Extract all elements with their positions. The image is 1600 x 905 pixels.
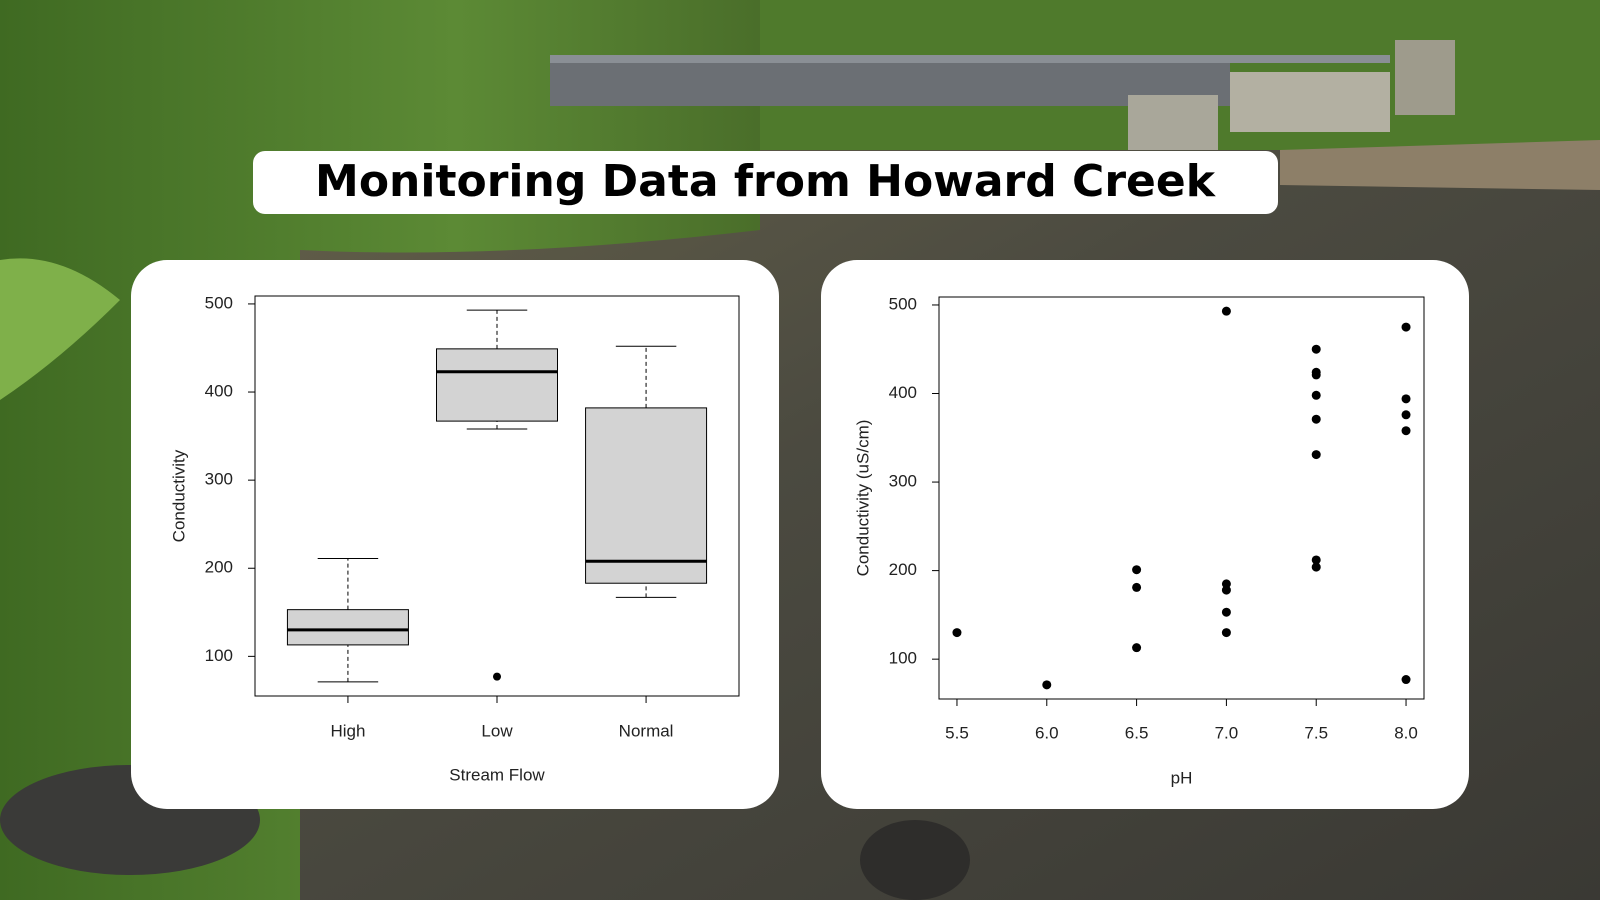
y-tick-label: 100 [205, 646, 233, 665]
x-tick-label: 6.0 [1035, 723, 1059, 742]
y-tick-label: 200 [205, 558, 233, 577]
point [1221, 585, 1231, 595]
x-tick-label: High [330, 721, 365, 740]
point [1401, 410, 1411, 420]
y-tick-label: 400 [889, 383, 917, 402]
point [1401, 675, 1411, 685]
y-axis-label: Conductivity [169, 449, 188, 542]
y-tick-label: 400 [205, 382, 233, 401]
point [1311, 555, 1321, 565]
point [1221, 579, 1231, 589]
point [1401, 426, 1411, 436]
chart-card [131, 260, 779, 809]
point [1132, 565, 1142, 575]
box [436, 348, 558, 422]
point [1132, 582, 1142, 592]
point [1221, 607, 1231, 617]
x-axis-label: Stream Flow [449, 765, 545, 784]
title-pill [253, 151, 1278, 214]
x-tick-label: Normal [619, 721, 674, 740]
point [1311, 370, 1321, 380]
x-axis-label: pH [1171, 768, 1193, 787]
x-tick-label: 7.0 [1215, 723, 1239, 742]
point [1311, 390, 1321, 400]
point [952, 628, 962, 638]
point [1132, 643, 1142, 653]
chart-card [821, 260, 1469, 809]
slide-title: Monitoring Data from Howard Creek [315, 156, 1217, 207]
point [1311, 562, 1321, 572]
point [1311, 414, 1321, 424]
outlier [493, 672, 501, 681]
x-tick-label: 7.5 [1304, 723, 1328, 742]
y-tick-label: 300 [205, 470, 233, 489]
point [1221, 628, 1231, 638]
x-tick-label: Low [481, 721, 513, 740]
y-tick-label: 300 [889, 472, 917, 491]
x-tick-label: 5.5 [945, 723, 969, 742]
point [1311, 344, 1321, 354]
x-tick-label: 6.5 [1125, 723, 1149, 742]
y-tick-label: 500 [205, 293, 233, 312]
point [1401, 322, 1411, 332]
y-axis-label: Conductivity (uS/cm) [853, 420, 872, 577]
box [585, 407, 708, 584]
point [1311, 450, 1321, 460]
y-tick-label: 500 [889, 294, 917, 313]
x-tick-label: 8.0 [1394, 723, 1418, 742]
point [1401, 394, 1411, 404]
y-tick-label: 200 [889, 560, 917, 579]
y-tick-label: 100 [889, 649, 917, 668]
point [1221, 306, 1231, 316]
point [1042, 680, 1052, 690]
plot-frame [938, 296, 1425, 700]
box [286, 609, 409, 646]
